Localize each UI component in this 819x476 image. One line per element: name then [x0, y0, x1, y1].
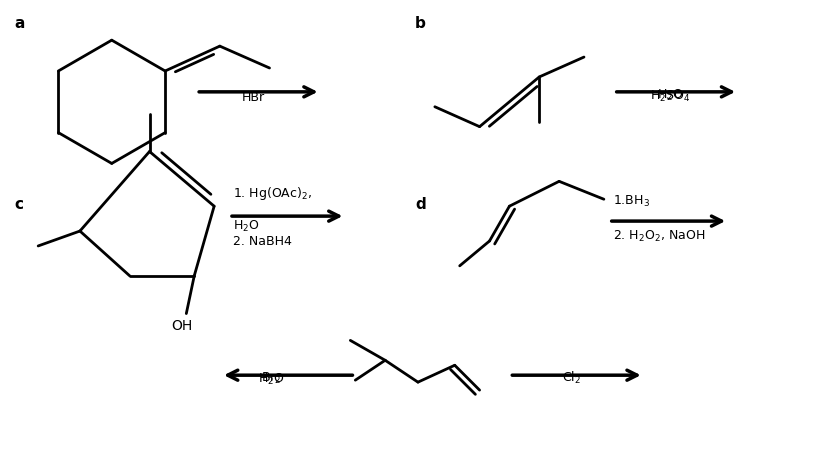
Text: H$_2$O: H$_2$O	[233, 218, 260, 234]
Text: H$_2$O: H$_2$O	[257, 371, 283, 387]
Text: H$_2$SO$_4$: H$_2$SO$_4$	[649, 89, 690, 104]
Text: a: a	[14, 16, 25, 31]
Text: HBr: HBr	[241, 90, 265, 104]
Text: OH: OH	[171, 318, 192, 332]
Text: 1.BH$_3$: 1.BH$_3$	[612, 194, 649, 209]
Text: d: d	[414, 197, 425, 212]
Text: Br$_2$: Br$_2$	[260, 370, 281, 386]
Text: 1. Hg(OAc)$_2$,: 1. Hg(OAc)$_2$,	[233, 185, 312, 202]
Text: Cl$_2$: Cl$_2$	[561, 369, 580, 386]
Text: H$_2$O: H$_2$O	[656, 88, 683, 103]
Text: 2. NaBH4: 2. NaBH4	[233, 235, 292, 248]
Text: c: c	[14, 197, 23, 212]
Text: 2. H$_2$O$_2$, NaOH: 2. H$_2$O$_2$, NaOH	[612, 228, 704, 244]
Text: b: b	[414, 16, 425, 31]
